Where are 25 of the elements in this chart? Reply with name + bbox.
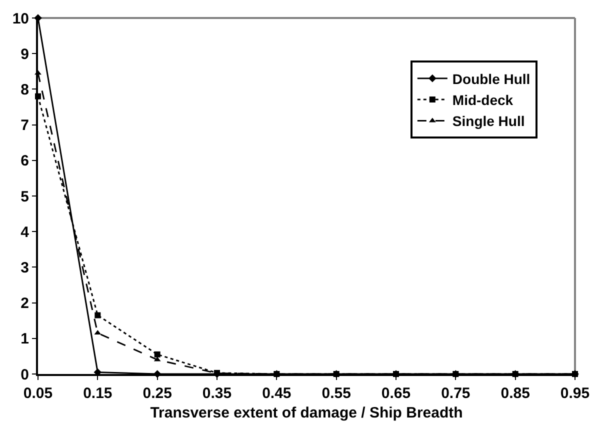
y-tick-label: 1 [20, 330, 29, 348]
y-tick-label: 4 [20, 224, 30, 241]
legend-label: Mid-deck [452, 92, 514, 108]
x-tick-label: 0.55 [322, 385, 351, 402]
legend-label: Single Hull [452, 113, 525, 130]
y-tick-label: 7 [20, 117, 29, 134]
x-tick-label: 0.15 [83, 385, 112, 402]
y-tick-label: 6 [20, 152, 29, 170]
x-tick-label: 0.65 [381, 385, 411, 402]
x-tick-label: 0.05 [23, 385, 53, 402]
x-tick-label: 0.85 [500, 385, 530, 402]
x-tick-label: 0.35 [202, 385, 232, 402]
y-tick-label: 2 [20, 295, 29, 312]
x-tick-label: 0.75 [441, 385, 470, 402]
y-tick-label: 8 [20, 81, 29, 98]
x-axis-title: Transverse extent of damage / Ship Breadth [150, 404, 463, 422]
x-tick-label: 0.25 [142, 385, 172, 402]
y-tick-label: 9 [20, 46, 29, 63]
x-tick-label: 0.45 [262, 385, 292, 402]
y-tick-label: 10 [12, 10, 29, 28]
legend-label: Double Hull [452, 70, 530, 87]
y-tick-label: 3 [20, 259, 29, 276]
y-tick-label: 5 [20, 188, 29, 206]
y-tick-label: 0 [20, 366, 29, 384]
x-tick-label: 0.95 [560, 385, 590, 402]
